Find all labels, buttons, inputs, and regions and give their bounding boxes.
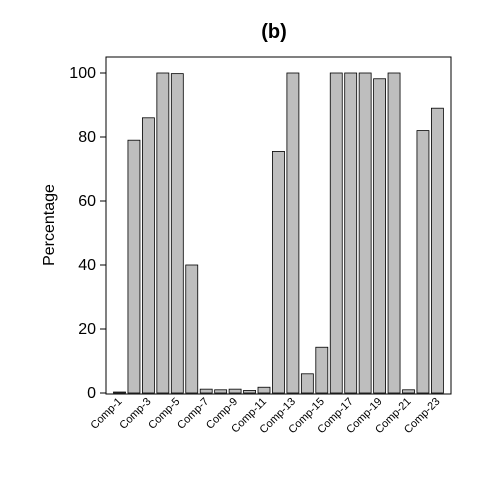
bar-comp-14 — [300, 373, 314, 394]
bar-comp-18 — [358, 72, 372, 394]
y-axis: 0 20 40 60 80 100 — [69, 65, 106, 402]
bar-comp-2 — [127, 139, 141, 394]
bar-comp-10 — [243, 390, 256, 394]
bar-comp-22 — [416, 130, 430, 394]
bar-comp-4 — [156, 72, 170, 394]
bar-comp-21 — [402, 389, 415, 394]
y-tick-label: 80 — [78, 129, 96, 146]
bar-comp-17 — [344, 72, 358, 394]
x-axis: Comp-1Comp-3Comp-5Comp-7Comp-9Comp-11Com… — [88, 396, 442, 436]
y-tick-label: 60 — [78, 193, 96, 210]
bar-comp-1 — [113, 391, 126, 394]
bar-comp-6 — [185, 264, 199, 394]
bar-comp-15 — [315, 346, 329, 394]
y-tick-label: 20 — [78, 321, 96, 338]
bar-comp-12 — [272, 150, 285, 394]
bar-comp-9 — [228, 388, 242, 394]
bar-comp-19 — [373, 78, 387, 394]
y-tick-label: 40 — [78, 257, 96, 274]
bar-comp-11 — [257, 386, 271, 394]
bar-comp-20 — [387, 72, 401, 394]
bar-comp-5 — [170, 73, 184, 394]
chart-title: (b) — [261, 21, 287, 43]
plot-frame — [105, 56, 452, 395]
bar-comp-16 — [329, 72, 343, 394]
bar-comp-8 — [214, 389, 228, 394]
y-axis-label: Percentage — [41, 184, 58, 266]
y-tick-label: 100 — [69, 65, 96, 82]
bar-comp-3 — [141, 117, 155, 394]
bars-group — [113, 72, 444, 394]
bar-comp-7 — [199, 388, 213, 394]
bar-comp-13 — [286, 72, 300, 394]
bar-comp-23 — [430, 107, 444, 394]
y-tick-label: 0 — [87, 385, 96, 402]
